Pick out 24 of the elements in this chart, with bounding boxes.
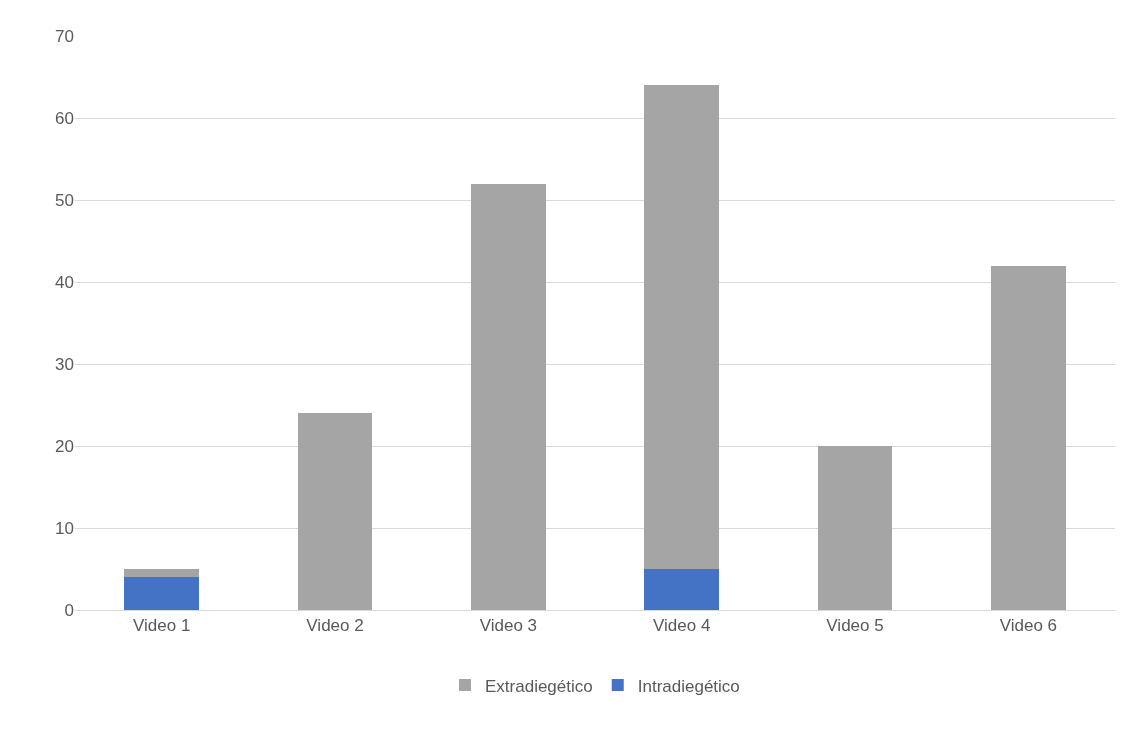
bar [644,569,719,610]
legend-label: Intradiegético [637,676,740,696]
x-tick-label: Video 4 [652,616,711,636]
bar [124,577,199,610]
bar [124,569,199,578]
bar [297,413,373,610]
bar [991,265,1066,610]
y-tick-label: 40 [55,272,74,292]
y-tick-label: 20 [55,436,74,456]
x-tick-label: Video 3 [479,616,538,636]
y-tick-label: 30 [55,354,74,374]
y-tick-label: 60 [55,108,74,128]
x-tick-label: Video 5 [826,616,884,636]
legend-label: Extradiegético [485,676,593,696]
bar [644,85,719,569]
x-tick-label: Video 1 [132,616,191,636]
bar [817,446,893,610]
x-tick-label: Video 2 [306,616,364,636]
y-tick-label: 70 [55,26,74,46]
y-tick-label: 50 [55,190,74,210]
y-tick-label: 10 [55,518,74,538]
x-tick-label: Video 6 [999,616,1058,636]
bar [471,183,546,610]
y-tick-label: 0 [64,600,74,620]
